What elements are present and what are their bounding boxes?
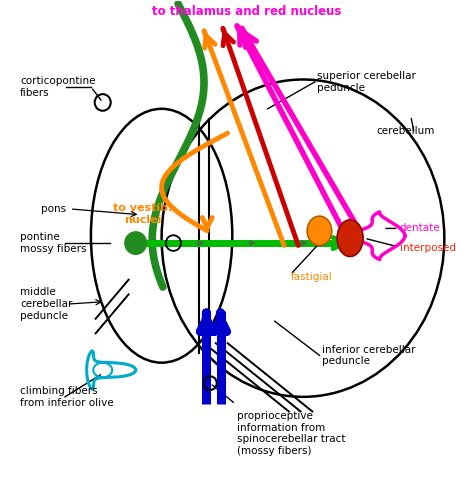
Text: proprioceptive
information from
spinocerebellar tract
(mossy fibers): proprioceptive information from spinocer… [237,411,346,456]
Ellipse shape [337,220,363,256]
Circle shape [125,232,146,254]
Text: corticopontine
fibers: corticopontine fibers [20,76,96,98]
Text: to vestib.
nuclei: to vestib. nuclei [113,203,173,224]
Text: inferior cerebellar
peduncle: inferior cerebellar peduncle [322,345,415,366]
Text: dentate: dentate [400,223,440,233]
Text: middle
cerebellar
peduncle: middle cerebellar peduncle [20,288,73,321]
Text: interposed: interposed [400,243,456,253]
Text: superior cerebellar
peduncle: superior cerebellar peduncle [317,71,416,93]
Text: pons: pons [41,204,66,214]
Text: pontine
mossy fibers: pontine mossy fibers [20,232,87,254]
Ellipse shape [307,216,332,246]
Text: to thalamus and red nucleus: to thalamus and red nucleus [152,5,341,19]
Text: fastigial: fastigial [291,272,333,282]
Text: climbing fibers
from inferior olive: climbing fibers from inferior olive [20,386,114,408]
Text: cerebellum: cerebellum [376,126,435,136]
